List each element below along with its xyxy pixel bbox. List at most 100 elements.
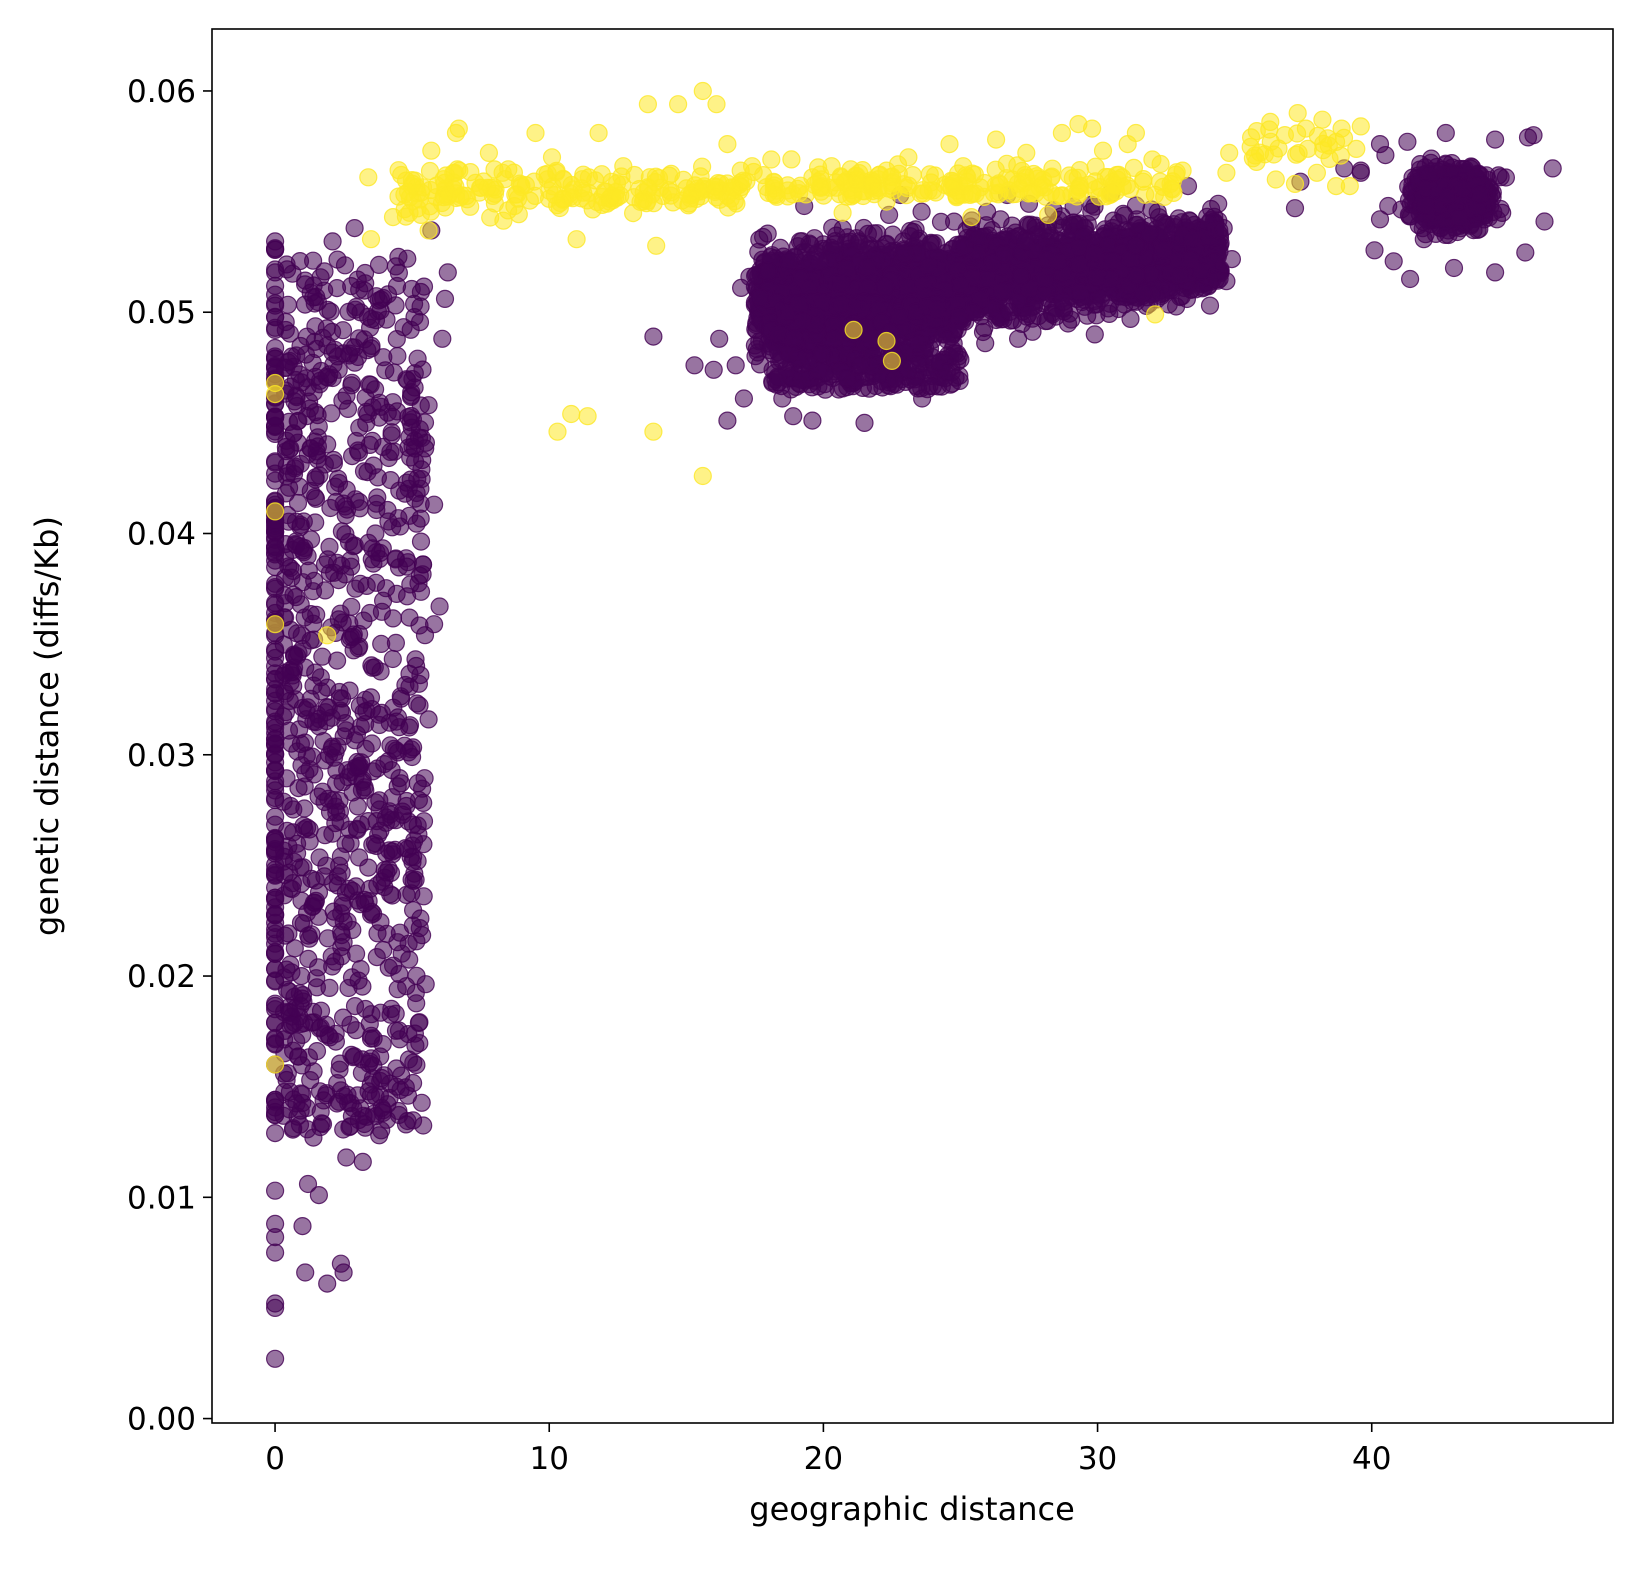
scatter-point-purple bbox=[266, 1090, 285, 1110]
scatter-point-purple bbox=[1370, 135, 1390, 154]
scatter-point-purple bbox=[435, 289, 455, 308]
scatter-point-purple bbox=[1209, 194, 1228, 213]
scatter-point-purple bbox=[372, 634, 391, 654]
scatter-point-purple bbox=[374, 940, 393, 960]
scatter-point-purple bbox=[390, 481, 409, 500]
scatter-point-purple bbox=[1019, 304, 1038, 323]
scatter-point-purple bbox=[281, 377, 300, 396]
scatter-point-purple bbox=[1485, 130, 1505, 149]
scatter-point-purple bbox=[342, 376, 361, 395]
scatter-point-purple bbox=[750, 288, 770, 307]
scatter-point-purple bbox=[266, 1123, 285, 1143]
scatter-point-purple bbox=[792, 370, 811, 389]
scatter-point-purple bbox=[323, 232, 342, 251]
scatter-point-purple bbox=[288, 493, 308, 513]
scatter-point-purple bbox=[283, 1120, 302, 1139]
scatter-point-purple bbox=[266, 904, 285, 924]
scatter-point-purple bbox=[803, 411, 822, 430]
scatter-point-purple bbox=[374, 591, 393, 610]
scatter-point-purple bbox=[1524, 126, 1543, 145]
scatter-point-purple bbox=[753, 227, 773, 247]
scatter-point-purple bbox=[993, 282, 1012, 301]
scatter-point-purple bbox=[955, 237, 974, 256]
scatter-point-purple bbox=[793, 312, 812, 331]
scatter-point-purple bbox=[1535, 212, 1554, 231]
scatter-point-purple bbox=[685, 356, 704, 375]
scatter-point-purple bbox=[317, 319, 336, 338]
scatter-point-purple bbox=[407, 483, 426, 503]
scatter-point-purple bbox=[407, 1055, 426, 1075]
scatter-point-purple bbox=[1181, 250, 1201, 269]
scatter-point-purple bbox=[1450, 208, 1469, 228]
scatter-point-purple bbox=[295, 733, 315, 752]
scatter-point-purple bbox=[1071, 282, 1090, 302]
scatter-point-purple bbox=[330, 1060, 349, 1079]
scatter-point-purple bbox=[318, 1274, 337, 1293]
scatter-point-purple bbox=[406, 650, 425, 669]
scatter-point-purple bbox=[342, 1106, 361, 1126]
scatter-point-purple bbox=[266, 1000, 285, 1019]
scatter-point-purple bbox=[293, 1216, 312, 1236]
scatter-point-purple bbox=[372, 703, 391, 723]
scatter-point-purple bbox=[308, 705, 327, 724]
scatter-point-purple bbox=[306, 891, 325, 911]
scatter-point-purple bbox=[414, 887, 433, 906]
scatter-point-purple bbox=[831, 295, 851, 314]
scatter-point-purple bbox=[266, 453, 285, 472]
scatter-point-purple bbox=[327, 279, 347, 298]
scatter-point-purple bbox=[928, 300, 947, 319]
scatter-point-purple bbox=[287, 1094, 306, 1113]
scatter-point-purple bbox=[381, 805, 400, 824]
scatter-point-purple bbox=[1285, 199, 1305, 218]
scatter-point-purple bbox=[281, 439, 300, 458]
scatter-point-purple bbox=[370, 791, 389, 810]
scatter-point-purple bbox=[388, 980, 407, 999]
scatter-point-purple bbox=[1398, 132, 1417, 151]
scatter-point-purple bbox=[379, 859, 398, 879]
scatter-point-purple bbox=[266, 648, 285, 668]
scatter-point-purple bbox=[285, 646, 304, 666]
scatter-point-purple bbox=[398, 371, 417, 390]
scatter-point-purple bbox=[400, 950, 419, 969]
scatter-point-purple bbox=[266, 1349, 285, 1368]
scatter-point-purple bbox=[780, 344, 799, 363]
scatter-point-purple bbox=[318, 678, 337, 697]
scatter-point-purple bbox=[292, 1056, 311, 1075]
scatter-point-purple bbox=[408, 851, 427, 871]
scatter-point-purple bbox=[1491, 199, 1510, 219]
scatter-point-purple bbox=[348, 820, 367, 840]
scatter-point-purple bbox=[266, 296, 285, 315]
scatter-point-purple bbox=[331, 847, 350, 866]
scatter-point-purple bbox=[407, 994, 426, 1013]
scatter-point-purple bbox=[347, 297, 366, 317]
scatter-point-purple bbox=[280, 982, 299, 1001]
scatter-point-purple bbox=[353, 1152, 372, 1172]
scatter-point-purple bbox=[317, 1086, 336, 1105]
scatter-point-purple bbox=[769, 368, 789, 387]
scatter-point-purple bbox=[340, 630, 359, 649]
scatter-point-purple bbox=[411, 532, 431, 551]
scatter-point-purple bbox=[1127, 266, 1146, 285]
scatter-point-purple bbox=[392, 1066, 411, 1085]
scatter-point-purple bbox=[287, 587, 306, 607]
scatter-point-purple bbox=[276, 926, 295, 945]
scatter-point-purple bbox=[284, 823, 303, 842]
scatter-point-purple bbox=[309, 417, 328, 436]
scatter-point-purple bbox=[1036, 312, 1055, 331]
scatter-point-purple bbox=[1085, 325, 1104, 344]
scatter-point-purple bbox=[317, 856, 336, 875]
scatter-point-purple bbox=[359, 1054, 378, 1073]
scatter-point-purple bbox=[280, 324, 299, 343]
scatter-point-purple bbox=[768, 324, 787, 343]
scatter-point-purple bbox=[1127, 215, 1147, 234]
scatter-point-purple bbox=[266, 579, 285, 598]
scatter-point-purple bbox=[1370, 210, 1390, 229]
scatter-point-purple bbox=[405, 294, 424, 313]
scatter-point-purple bbox=[1543, 159, 1562, 178]
scatter-point-purple bbox=[266, 320, 285, 339]
scatter-point-purple bbox=[370, 1126, 389, 1145]
scatter-point-purple bbox=[286, 457, 305, 476]
scatter-point-purple bbox=[334, 344, 353, 363]
scatter-point-purple bbox=[414, 793, 433, 813]
scatter-point-purple bbox=[1217, 272, 1236, 291]
